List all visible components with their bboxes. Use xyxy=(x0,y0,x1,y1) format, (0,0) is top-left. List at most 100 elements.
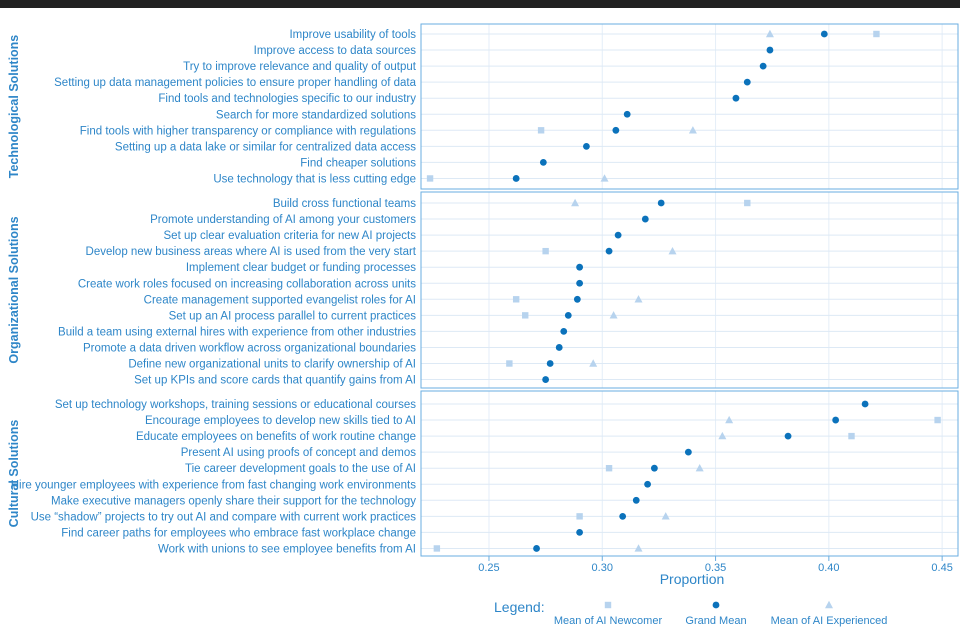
experienced-point xyxy=(765,29,774,38)
dot-row: Present AI using proofs of concept and d… xyxy=(181,447,958,459)
dot-row: Encourage employees to develop new skill… xyxy=(145,415,958,427)
category-label: Find tools with higher transparency or c… xyxy=(80,125,416,137)
category-label: Use “shadow” projects to try out AI and … xyxy=(31,511,417,523)
grand-point xyxy=(766,46,774,54)
newcomer-point xyxy=(576,513,583,520)
newcomer-point xyxy=(542,247,549,255)
grand-point xyxy=(732,94,740,102)
dot-row: Set up KPIs and score cards that quantif… xyxy=(134,375,958,387)
grand-point xyxy=(542,376,550,383)
grand-point xyxy=(576,263,584,271)
category-label: Work with unions to see employee benefit… xyxy=(158,543,416,555)
legend-label: Mean of AI Experienced xyxy=(771,615,888,627)
dot-row: Set up an AI process parallel to current… xyxy=(169,310,958,322)
newcomer-point xyxy=(512,296,520,303)
dot-row: Create management supported evangelist r… xyxy=(144,294,958,306)
panel-3: Set up technology workshops, training se… xyxy=(7,390,959,557)
panel-border xyxy=(420,191,959,389)
category-label: Setting up data management policies to e… xyxy=(54,77,416,89)
category-label: Build a team using external hires with e… xyxy=(58,326,416,338)
legend-label: Grand Mean xyxy=(685,615,746,627)
x-tick-label: 0.40 xyxy=(818,562,839,574)
grand-point xyxy=(632,496,640,504)
category-label: Promote understanding of AI among your c… xyxy=(150,214,416,226)
grand-point xyxy=(614,231,622,239)
category-label: Educate employees on benefits of work ro… xyxy=(136,431,416,443)
grand-point xyxy=(743,78,751,86)
dot-row: Define new organizational units to clari… xyxy=(128,359,958,371)
category-label: Search for more standardized solutions xyxy=(216,109,416,121)
experienced-point xyxy=(609,311,618,319)
experienced-point xyxy=(718,431,727,440)
grand-point xyxy=(605,247,613,255)
category-label: Find tools and technologies specific to … xyxy=(158,93,416,105)
dot-row: Try to improve relevance and quality of … xyxy=(183,61,958,73)
category-label: Set up an AI process parallel to current… xyxy=(169,310,417,322)
dot-row: Create work roles focused on increasing … xyxy=(78,278,958,290)
experienced-point xyxy=(661,512,670,520)
grand-point xyxy=(560,328,568,335)
grand-point xyxy=(583,142,590,150)
grand-point xyxy=(533,545,540,552)
top-border-bar xyxy=(0,0,960,8)
x-axis-title: Proportion xyxy=(660,571,725,587)
category-label: Develop new business areas where AI is u… xyxy=(86,246,417,258)
dot-row: Search for more standardized solutions xyxy=(216,109,958,121)
newcomer-point xyxy=(537,127,545,134)
category-label: Set up KPIs and score cards that quantif… xyxy=(134,375,416,387)
grand-point xyxy=(657,199,665,207)
grand-point xyxy=(619,512,627,520)
experienced-point xyxy=(688,126,697,134)
panel-title: Cultural Solutions xyxy=(7,420,21,528)
grand-point xyxy=(576,529,584,536)
newcomer-point xyxy=(506,360,513,367)
category-label: Improve usability of tools xyxy=(289,29,416,41)
legend-label: Mean of AI Newcomer xyxy=(554,615,663,627)
category-label: Present AI using proofs of concept and d… xyxy=(181,447,417,459)
panel-title: Organizational Solutions xyxy=(7,216,21,363)
category-label: Define new organizational units to clari… xyxy=(128,359,416,371)
category-label: Hire younger employees with experience f… xyxy=(11,479,417,491)
x-tick-label: 0.35 xyxy=(705,562,726,574)
legend-item: Grand Mean xyxy=(685,601,747,627)
x-tick-label: 0.30 xyxy=(592,562,613,574)
grand-point xyxy=(564,311,572,319)
grand-point xyxy=(832,416,840,424)
category-label: Promote a data driven workflow across or… xyxy=(83,342,416,354)
grand-point xyxy=(820,30,828,38)
panel-1: Improve usability of tools Improve access… xyxy=(7,23,959,190)
dot-row: Tie career development goals to the use … xyxy=(185,463,958,475)
panels-layer: Improve usability of tools Improve access… xyxy=(7,23,959,557)
grand-point xyxy=(555,344,563,351)
grand-point xyxy=(612,126,620,134)
experienced-point xyxy=(589,359,598,367)
category-label: Set up clear evaluation criteria for new… xyxy=(164,230,417,242)
newcomer-point xyxy=(522,312,529,319)
dot-row: Find tools with higher transparency or c… xyxy=(80,125,958,137)
dot-row: Build cross functional teams xyxy=(273,198,958,210)
category-label: Tie career development goals to the use … xyxy=(185,463,416,475)
dot-row: Hire younger employees with experience f… xyxy=(11,479,958,491)
category-label: Try to improve relevance and quality of … xyxy=(183,61,417,73)
legend-title: Legend: xyxy=(494,599,545,615)
dot-row: Implement clear budget or funding proces… xyxy=(186,262,958,274)
grand-point xyxy=(650,464,658,472)
dot-row: Work with unions to see employee benefit… xyxy=(158,543,958,555)
newcomer-point xyxy=(873,30,880,38)
dot-row: Use “shadow” projects to try out AI and … xyxy=(31,511,958,523)
dot-row: Set up clear evaluation criteria for new… xyxy=(164,230,958,242)
grand-point xyxy=(576,279,584,287)
panel-title: Technological Solutions xyxy=(7,35,21,179)
grand-point xyxy=(539,159,547,166)
category-label: Create management supported evangelist r… xyxy=(144,294,416,306)
newcomer-point xyxy=(848,432,855,440)
dot-row: Find career paths for employees who embr… xyxy=(61,527,958,539)
x-tick-label: 0.45 xyxy=(931,562,952,574)
dot-row: Make executive managers openly share the… xyxy=(51,495,958,507)
grand-point xyxy=(546,360,554,367)
dot-row: Improve usability of tools xyxy=(289,29,958,41)
newcomer-point xyxy=(605,465,613,472)
dot-row: Set up technology workshops, training se… xyxy=(55,399,958,411)
legend: Legend: Mean of AI Newcomer Grand Mean Mean… xyxy=(494,599,887,627)
